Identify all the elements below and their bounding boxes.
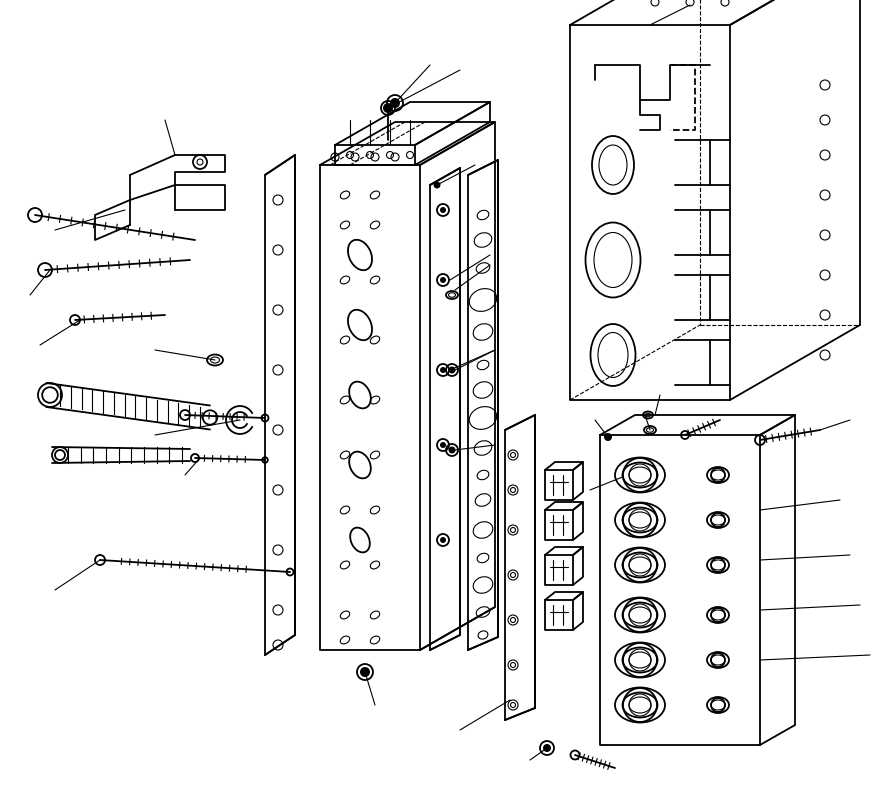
Circle shape (711, 558, 725, 572)
Circle shape (623, 598, 657, 632)
Circle shape (440, 442, 446, 448)
Circle shape (440, 207, 446, 213)
Circle shape (449, 367, 456, 373)
Circle shape (383, 103, 393, 113)
Circle shape (711, 653, 725, 667)
Circle shape (623, 458, 657, 492)
Circle shape (623, 548, 657, 582)
Circle shape (390, 98, 400, 108)
Circle shape (623, 643, 657, 677)
Circle shape (440, 367, 446, 373)
Circle shape (711, 698, 725, 712)
Circle shape (711, 513, 725, 527)
Circle shape (360, 667, 370, 677)
Circle shape (440, 277, 446, 283)
Circle shape (433, 181, 441, 189)
Circle shape (623, 503, 657, 537)
Circle shape (449, 447, 456, 454)
Circle shape (711, 468, 725, 482)
Circle shape (440, 537, 446, 543)
Circle shape (623, 688, 657, 722)
Circle shape (543, 744, 551, 752)
Circle shape (604, 433, 612, 441)
Circle shape (711, 608, 725, 622)
